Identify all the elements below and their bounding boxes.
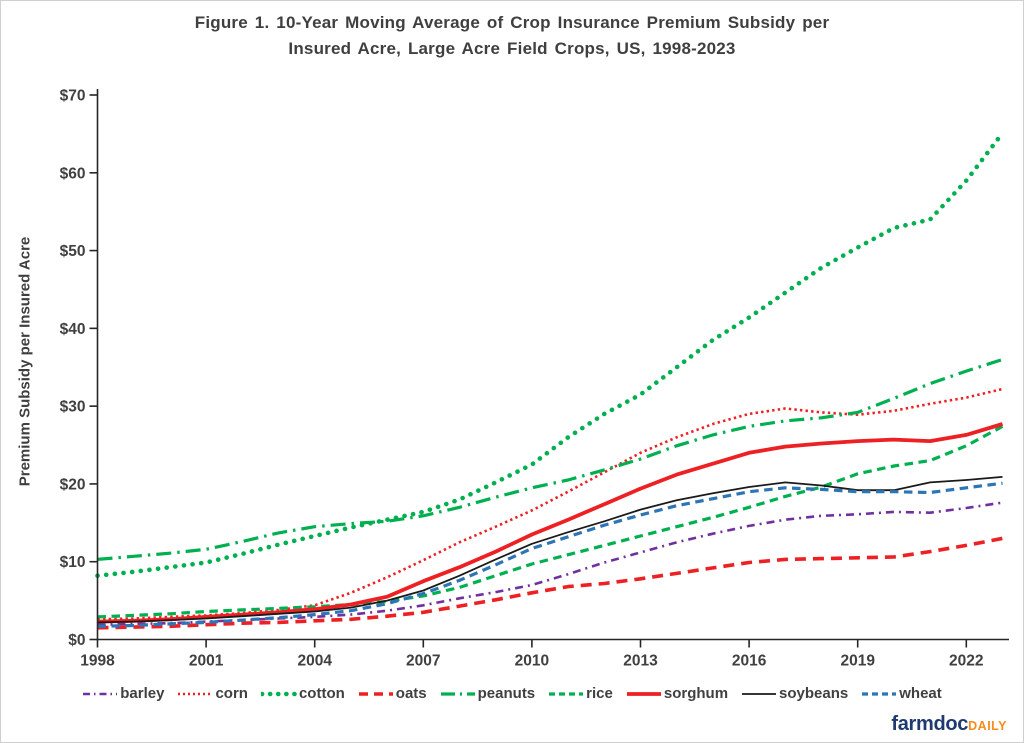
legend-label-oats: oats <box>395 685 427 702</box>
legend-item-corn: corn <box>177 685 248 702</box>
x-tick-label: 2001 <box>189 653 224 670</box>
x-tick-label: 2016 <box>732 653 767 670</box>
legend-item-wheat: wheat <box>861 685 942 702</box>
legend-swatch-sorghum <box>626 691 661 696</box>
legend-item-cotton: cotton <box>260 685 345 702</box>
logo-sub-text: DAILY <box>968 719 1007 733</box>
series-line-barley <box>97 501 1003 626</box>
x-tick-label: 2010 <box>515 653 549 670</box>
legend-item-oats: oats <box>358 685 427 702</box>
y-tick-label: $10 <box>60 554 86 571</box>
legend-item-soybeans: soybeans <box>741 685 848 702</box>
legend-swatch-oats <box>358 691 393 696</box>
legend-label-wheat: wheat <box>899 685 942 702</box>
series-line-sorghum <box>97 422 1004 624</box>
legend-swatch-barley <box>83 692 118 695</box>
series-line-wheat <box>97 481 1003 628</box>
y-tick-label: $70 <box>60 88 86 105</box>
series-line-rice <box>97 424 1004 619</box>
farmdoc-daily-logo: farmdocDAILY <box>891 713 1007 736</box>
legend-label-rice: rice <box>586 685 613 702</box>
legend-swatch-peanuts <box>440 691 475 696</box>
series-line-soybeans <box>97 476 1003 624</box>
y-tick-label: $30 <box>60 399 86 416</box>
y-tick-label: $50 <box>60 243 86 260</box>
legend-label-soybeans: soybeans <box>779 685 849 702</box>
series-line-peanuts <box>97 357 1003 561</box>
series-line-oats <box>97 536 1003 630</box>
y-tick-label: $60 <box>60 165 86 182</box>
legend-label-corn: corn <box>215 685 248 702</box>
x-tick-label: 2007 <box>406 653 440 670</box>
legend-label-sorghum: sorghum <box>663 685 729 702</box>
legend-swatch-soybeans <box>742 692 777 695</box>
series-line-cotton <box>95 130 1005 579</box>
series-line-corn <box>97 387 1003 621</box>
x-tick-label: 2022 <box>949 653 983 670</box>
legend-item-barley: barley <box>82 685 164 702</box>
legend-label-barley: barley <box>120 685 165 702</box>
legend-item-sorghum: sorghum <box>626 685 728 702</box>
y-tick-label: $20 <box>60 476 86 493</box>
x-tick-label: 1998 <box>80 653 115 670</box>
legend-label-peanuts: peanuts <box>477 685 536 702</box>
x-tick-label: 2013 <box>623 653 658 670</box>
chart-svg: $0 $10 $20 $30 $40 $50 $60 $70 1998 2001 2004 2007 2… <box>60 88 1009 670</box>
legend-swatch-rice <box>549 691 584 696</box>
legend-item-peanuts: peanuts <box>440 685 536 702</box>
legend-item-rice: rice <box>548 685 613 702</box>
legend: barley corn cotton oats peanuts rice sorghum so… <box>1 685 1023 702</box>
legend-swatch-corn <box>178 692 213 695</box>
chart-title-line1: Figure 1. 10-Year Moving Average of Crop… <box>194 13 830 32</box>
chart-title-line2: Insured Acre, Large Acre Field Crops, US… <box>288 39 736 58</box>
chart-title: Figure 1. 10-Year Moving Average of Crop… <box>1 10 1023 62</box>
y-tick-label: $40 <box>60 321 86 338</box>
x-tick-label: 2019 <box>840 653 875 670</box>
logo-main-text: farmdoc <box>891 713 969 735</box>
x-tick-label: 2004 <box>297 653 332 670</box>
legend-swatch-wheat <box>862 691 897 696</box>
y-tick-label: $0 <box>68 632 85 649</box>
legend-swatch-cotton <box>260 691 297 696</box>
legend-label-cotton: cotton <box>298 685 345 702</box>
